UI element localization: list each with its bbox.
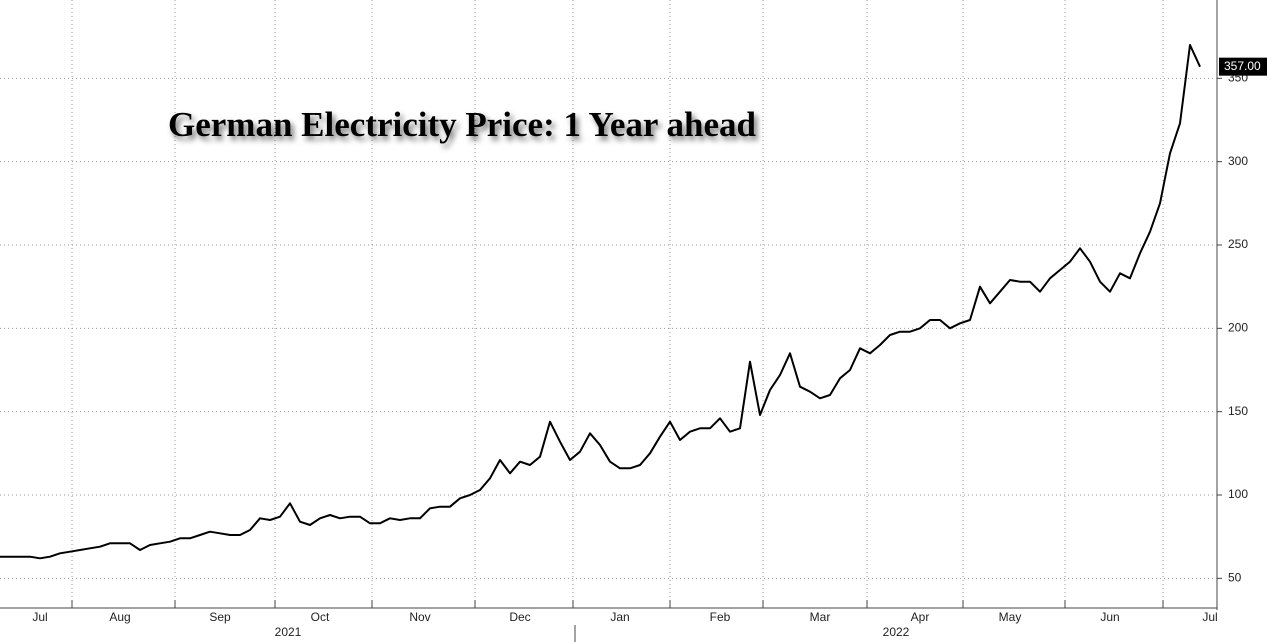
x-tick-label: Oct (311, 610, 330, 624)
x-tick-label: Jul (1202, 610, 1217, 624)
x-tick-label: Feb (710, 610, 731, 624)
year-label: 2022 (883, 625, 910, 639)
y-tick-label: 100 (1228, 487, 1248, 501)
x-tick-label: Nov (409, 610, 430, 624)
x-tick-label: Aug (109, 610, 130, 624)
x-tick-label: Dec (509, 610, 530, 624)
price-line (0, 44, 1201, 560)
x-tick-label: Jan (610, 610, 629, 624)
x-tick-label: Mar (810, 610, 831, 624)
year-label: 2021 (275, 625, 302, 639)
x-tick-label: Apr (911, 610, 930, 624)
last-value-label: 357.00 (1224, 59, 1261, 73)
last-value-box (1219, 57, 1267, 76)
y-tick-label: 250 (1228, 237, 1248, 251)
y-tick-label: 50 (1228, 571, 1242, 585)
x-tick-label: Sep (209, 610, 231, 624)
x-tick-label: May (999, 610, 1022, 624)
x-tick-label: Jun (1100, 610, 1119, 624)
y-tick-label: 300 (1228, 154, 1248, 168)
chart-title: German Electricity Price: 1 Year ahead (168, 105, 757, 144)
y-tick-label: 200 (1228, 321, 1248, 335)
y-tick-label: 150 (1228, 404, 1248, 418)
x-tick-label: Jul (32, 610, 47, 624)
